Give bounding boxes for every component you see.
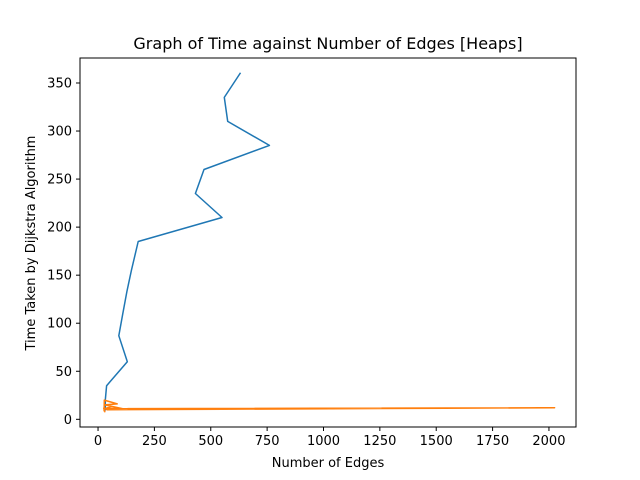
y-tick-label: 200 (47, 221, 72, 236)
x-tick-label: 1250 (363, 434, 396, 449)
x-tick-label: 1500 (420, 434, 453, 449)
y-tick-label: 100 (47, 317, 72, 332)
x-tick-label: 250 (142, 434, 167, 449)
x-tick-label: 2000 (532, 434, 565, 449)
x-tick-label: 750 (255, 434, 280, 449)
series-2-line (102, 399, 556, 413)
x-tick-label: 0 (94, 434, 102, 449)
y-tick-label: 150 (47, 269, 72, 284)
x-axis-label: Number of Edges (272, 456, 385, 471)
plot-area (102, 72, 556, 413)
x-tick-label: 500 (198, 434, 223, 449)
y-tick-label: 350 (47, 76, 72, 91)
x-tick-label: 1000 (307, 434, 340, 449)
y-tick-label: 50 (55, 365, 72, 380)
x-tick-label: 1750 (476, 434, 509, 449)
series-1-line (104, 72, 271, 411)
y-axis-label: Time Taken by Dijkstra Algorithm (24, 136, 39, 352)
y-axis: 0 50 100 150 200 250 300 350 (47, 76, 80, 428)
x-axis: 0 250 500 750 1000 1250 1500 1750 2000 (94, 427, 565, 449)
y-tick-label: 250 (47, 173, 72, 188)
axes-frame (79, 57, 577, 428)
y-tick-label: 300 (47, 125, 72, 140)
chart-title: Graph of Time against Number of Edges [H… (133, 34, 522, 53)
y-tick-label: 0 (64, 413, 72, 428)
